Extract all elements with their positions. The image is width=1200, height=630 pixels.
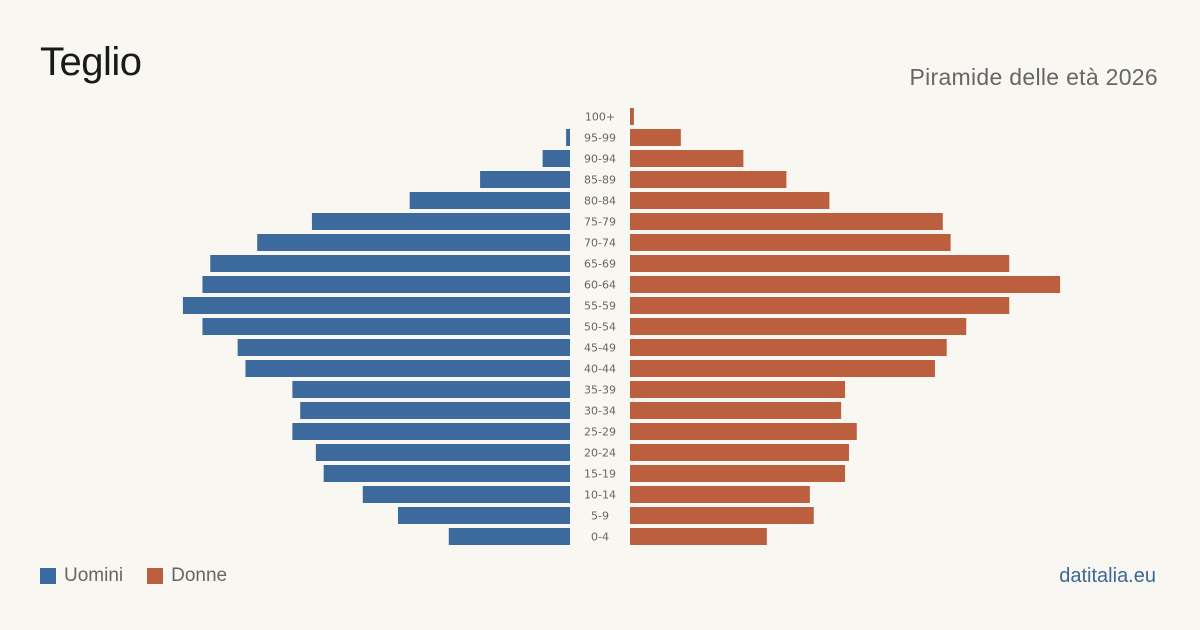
bar-male-45-49 [237, 339, 570, 356]
legend-label-female: Donne [171, 565, 228, 586]
bar-male-15-19 [323, 465, 570, 482]
age-label-40-44: 40-44 [584, 363, 616, 376]
bar-male-50-54 [202, 318, 570, 335]
age-label-35-39: 35-39 [584, 384, 616, 397]
female-swatch [147, 568, 164, 584]
age-label-15-19: 15-19 [584, 468, 616, 481]
bar-female-25-29 [630, 423, 857, 440]
age-label-20-24: 20-24 [584, 447, 616, 460]
bar-female-65-69 [630, 255, 1010, 272]
bar-female-30-34 [630, 402, 842, 419]
age-label-0-4: 0-4 [591, 531, 609, 544]
bar-male-90-94 [542, 150, 570, 167]
bar-male-75-79 [311, 213, 570, 230]
chart-subtitle: Piramide delle età 2026 [909, 64, 1158, 90]
age-label-5-9: 5-9 [591, 510, 609, 523]
bar-female-20-24 [630, 444, 849, 461]
bar-female-85-89 [630, 171, 787, 188]
bar-male-5-9 [397, 507, 570, 524]
age-label-60-64: 60-64 [584, 279, 616, 292]
bar-female-35-39 [630, 381, 846, 398]
bar-female-40-44 [630, 360, 935, 377]
bar-female-100+ [630, 108, 634, 125]
bar-female-10-14 [630, 486, 810, 503]
bar-male-40-44 [245, 360, 570, 377]
bar-male-10-14 [362, 486, 570, 503]
bar-male-80-84 [409, 192, 570, 209]
bar-female-5-9 [630, 507, 814, 524]
age-label-45-49: 45-49 [584, 342, 616, 355]
age-label-65-69: 65-69 [584, 258, 616, 271]
bar-male-35-39 [292, 381, 570, 398]
bar-male-70-74 [257, 234, 570, 251]
age-label-25-29: 25-29 [584, 426, 616, 439]
legend-label-male: Uomini [64, 565, 124, 586]
legend: Uomini Donne [40, 565, 227, 587]
bar-male-20-24 [315, 444, 570, 461]
bar-female-75-79 [630, 213, 943, 230]
age-label-90-94: 90-94 [584, 153, 616, 166]
age-label-55-59: 55-59 [584, 300, 616, 313]
bar-female-60-64 [630, 276, 1061, 293]
bar-female-15-19 [630, 465, 846, 482]
age-label-10-14: 10-14 [584, 489, 616, 502]
legend-item-female: Donne [147, 565, 227, 587]
age-label-85-89: 85-89 [584, 174, 616, 187]
brand-link[interactable]: datitalia.eu [1059, 565, 1156, 587]
age-label-80-84: 80-84 [584, 195, 616, 208]
bar-female-70-74 [630, 234, 951, 251]
bar-female-45-49 [630, 339, 947, 356]
bar-male-95-99 [566, 129, 570, 146]
age-label-70-74: 70-74 [584, 237, 616, 250]
age-label-50-54: 50-54 [584, 321, 616, 334]
age-label-30-34: 30-34 [584, 405, 616, 418]
bar-male-60-64 [202, 276, 570, 293]
bar-male-65-69 [210, 255, 570, 272]
bar-male-25-29 [292, 423, 570, 440]
age-label-100+: 100+ [585, 111, 615, 124]
bar-female-90-94 [630, 150, 744, 167]
male-swatch [40, 568, 56, 584]
bar-male-55-59 [182, 297, 570, 314]
bar-male-0-4 [448, 528, 570, 545]
legend-item-male: Uomini [40, 565, 123, 587]
bar-male-30-34 [300, 402, 570, 419]
bar-female-0-4 [630, 528, 767, 545]
bar-female-50-54 [630, 318, 967, 335]
bar-female-80-84 [630, 192, 830, 209]
age-label-75-79: 75-79 [584, 216, 616, 229]
bar-female-55-59 [630, 297, 1010, 314]
bar-male-85-89 [480, 171, 570, 188]
page-title: Teglio [40, 40, 142, 84]
bar-female-95-99 [630, 129, 681, 146]
age-label-95-99: 95-99 [584, 132, 616, 145]
